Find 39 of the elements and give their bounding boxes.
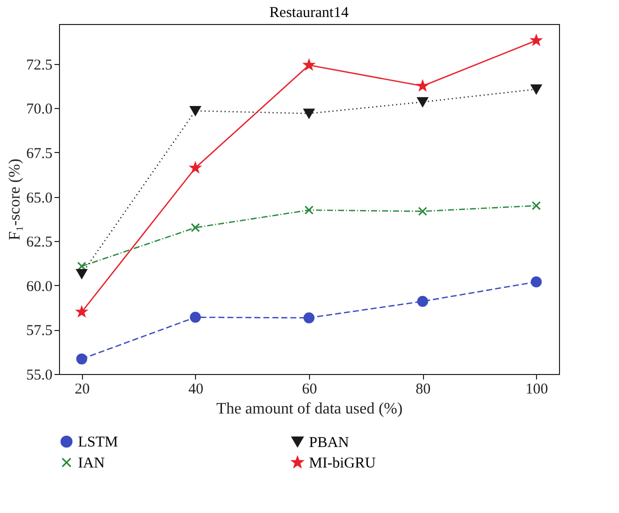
point [190, 106, 201, 116]
point [190, 162, 201, 172]
y-tick-label: 65.0 [26, 190, 52, 206]
legend-label: MI-biGRU [309, 456, 376, 472]
x-tick-label: 80 [416, 382, 431, 398]
point [76, 353, 88, 364]
x-tick-label: 60 [302, 382, 317, 398]
point [304, 312, 314, 324]
y-tick-label: 67.5 [26, 146, 52, 162]
legend-label: IAN [78, 456, 105, 472]
point [417, 296, 428, 307]
legend-label: LSTM [78, 434, 118, 451]
point [530, 276, 542, 288]
y-tick-label: 55.0 [26, 368, 52, 384]
x-tick-label: 100 [526, 382, 548, 398]
point [304, 108, 314, 118]
point [532, 201, 541, 210]
point [190, 223, 200, 232]
y-tick-label: 72.5 [26, 57, 52, 74]
y-tick-label: 62.5 [26, 234, 52, 251]
point [417, 97, 428, 107]
x-tick-label: 20 [74, 382, 90, 398]
point [190, 312, 201, 323]
y-tick-label: 57.5 [26, 323, 52, 340]
point [76, 306, 87, 317]
legend-label: PBAN [309, 434, 350, 451]
point [418, 206, 428, 216]
y-tick-label: 60.0 [26, 278, 52, 295]
y-tick-label: 70.0 [26, 102, 52, 118]
point [531, 34, 542, 46]
x-axis-title: The amount of data used (%) [216, 400, 403, 418]
x-tick-label: 40 [188, 382, 204, 398]
point [304, 206, 314, 215]
point [304, 60, 314, 70]
chart-title: Restaurant14 [269, 5, 350, 21]
point [417, 80, 428, 91]
point [76, 269, 88, 279]
point [530, 84, 542, 94]
y-axis-title: F₁-score (%) [6, 158, 24, 240]
